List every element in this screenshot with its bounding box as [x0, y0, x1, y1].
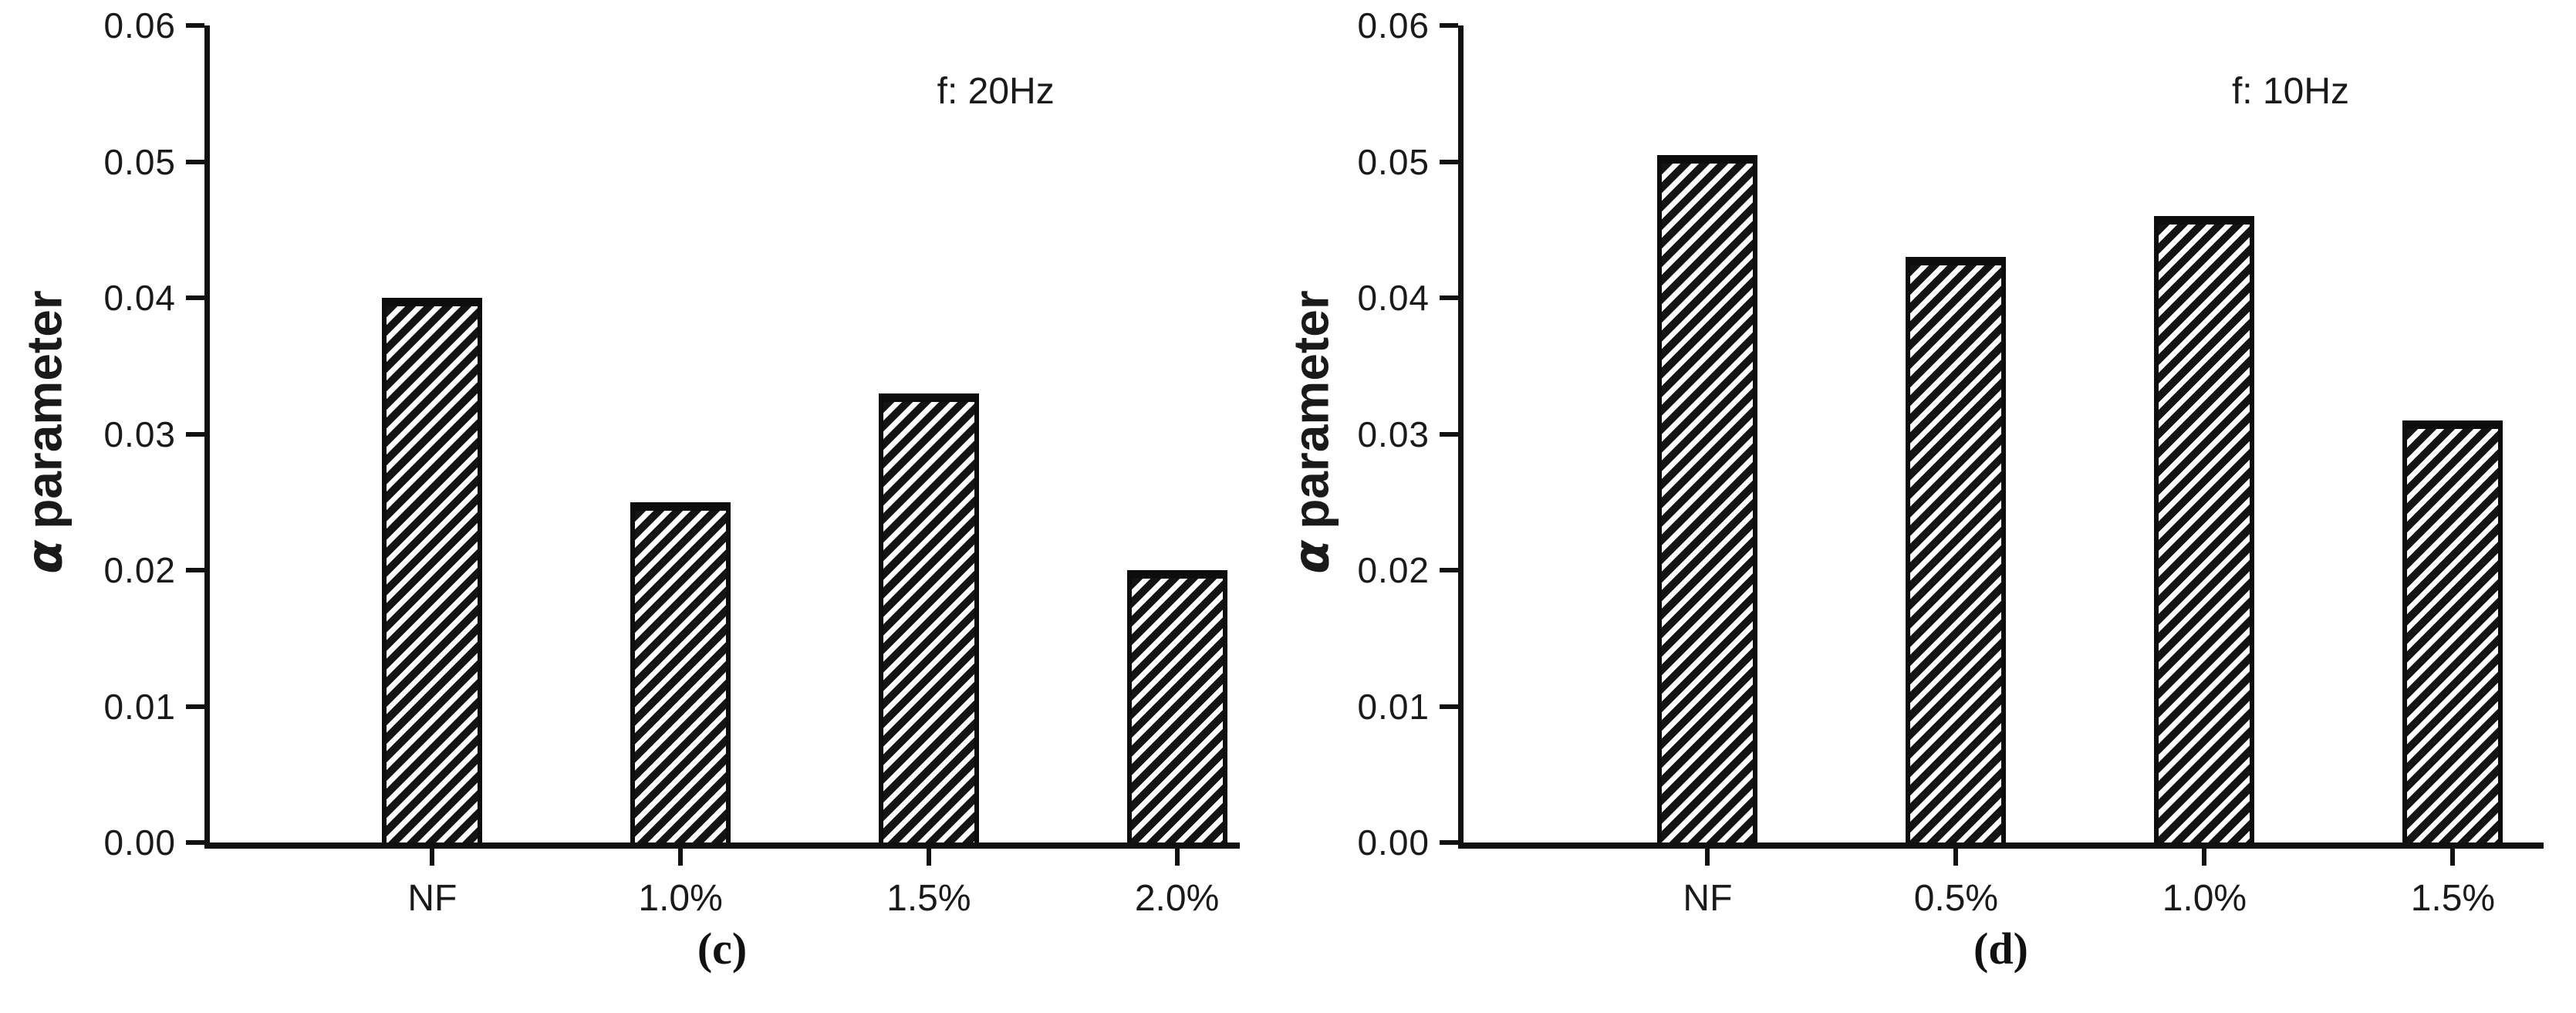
y-tick-mark	[186, 295, 204, 300]
x-tick-mark	[1705, 849, 1710, 866]
x-category-label: 1.0%	[638, 878, 723, 919]
y-tick-mark	[1440, 23, 1458, 28]
x-category-label: 0.5%	[1913, 878, 1999, 919]
frequency-annotation: f: 10Hz	[2231, 71, 2349, 112]
y-tick-mark	[186, 431, 204, 437]
bar-1.5%	[2402, 420, 2503, 842]
y-tick-mark	[186, 159, 204, 164]
x-tick-mark	[1174, 849, 1180, 866]
y-tick-label: 0.00	[1357, 822, 1430, 863]
panel-caption-c: (c)	[697, 924, 748, 974]
x-tick-mark	[1953, 849, 1959, 866]
bar-1.0%	[2154, 216, 2255, 842]
y-tick-mark	[1440, 295, 1458, 300]
y-tick-mark	[1440, 431, 1458, 437]
y-tick-label: 0.01	[103, 686, 176, 727]
bar-NF	[1657, 154, 1758, 842]
y-tick-mark	[1440, 840, 1458, 845]
x-category-label: NF	[407, 878, 457, 919]
y-tick-mark	[186, 704, 204, 709]
x-category-label: 1.5%	[2410, 878, 2496, 919]
x-category-label: 2.0%	[1134, 878, 1220, 919]
y-tick-label: 0.03	[1357, 414, 1430, 454]
panel-c: α parameter f: 20Hz 0.00 0.01 0.02 0.03 0.04 0…	[16, 5, 1240, 974]
y-tick-label: 0.04	[103, 278, 176, 318]
y-tick-label: 0.05	[103, 141, 176, 182]
y-tick-label: 0.01	[1357, 686, 1430, 727]
y-axis-label-text: parameter	[16, 290, 73, 529]
bar-2.0%	[1126, 570, 1227, 842]
y-tick-label: 0.03	[103, 414, 176, 454]
x-category-label: NF	[1683, 878, 1733, 919]
x-category-label: 1.5%	[886, 878, 971, 919]
y-tick-label: 0.00	[103, 822, 176, 863]
plot-area-c: f: 20Hz 0.00 0.01 0.02 0.03 0.04 0.05 0.06 NF 1.…	[103, 5, 1240, 919]
y-tick-mark	[1440, 568, 1458, 572]
y-axis-label: α parameter	[1283, 290, 1341, 573]
panel-caption-d: (d)	[1973, 924, 2028, 974]
y-tick-label: 0.04	[1357, 278, 1430, 318]
y-tick-label: 0.06	[103, 5, 176, 46]
x-tick-mark	[926, 849, 931, 866]
y-axis-label: α parameter	[16, 290, 74, 573]
x-tick-mark	[430, 849, 435, 866]
y-tick-mark	[1440, 704, 1458, 709]
panel-d: α parameter f: 10Hz 0.00 0.01 0.02 0.03 0.04 0…	[1284, 0, 2576, 1013]
y-tick-label: 0.06	[1357, 5, 1430, 46]
bar-1.5%	[878, 393, 979, 842]
y-tick-mark	[186, 840, 204, 845]
y-tick-mark	[186, 568, 204, 572]
alpha-symbol: α	[1283, 539, 1341, 574]
bar-NF	[382, 298, 483, 842]
x-category-label: 1.0%	[2162, 878, 2247, 919]
y-tick-label: 0.02	[1357, 550, 1430, 590]
x-tick-mark	[678, 849, 684, 866]
x-tick-mark	[2450, 849, 2456, 866]
y-tick-mark	[1440, 159, 1458, 164]
plot-area-d: f: 10Hz 0.00 0.01 0.02 0.03 0.04 0.05 0.06 NF 0.…	[1357, 5, 2544, 919]
bar-0.5%	[1906, 257, 2007, 842]
alpha-symbol: α	[16, 539, 74, 574]
y-axis-label-text: parameter	[1283, 290, 1339, 529]
y-tick-label: 0.02	[103, 550, 176, 590]
y-tick-label: 0.05	[1357, 141, 1430, 182]
frequency-annotation: f: 20Hz	[937, 71, 1055, 112]
x-tick-mark	[2202, 849, 2207, 866]
y-tick-mark	[186, 23, 204, 28]
bar-1.0%	[630, 501, 731, 842]
